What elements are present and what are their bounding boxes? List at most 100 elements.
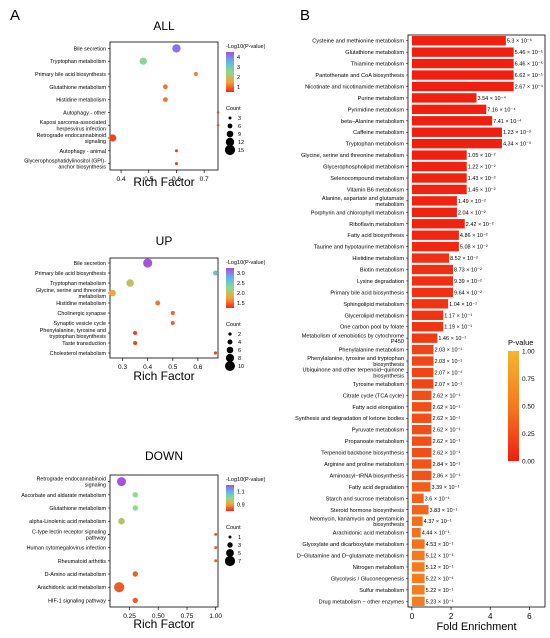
pathway-label: Starch and sucrose metabolism — [326, 496, 405, 502]
pvalue-label: 4.86 × 10⁻² — [460, 233, 488, 239]
x-tick-label: 0.7 — [200, 176, 209, 183]
pathway-label: Caffeine metabolism — [353, 130, 404, 136]
pathway-label: Nicotinate and nicotinamide metabolism — [305, 84, 404, 90]
plot-frame — [109, 41, 219, 171]
pathway-label: biosynthesis — [373, 522, 404, 528]
pvalue-label: 1.23 × 10⁻³ — [503, 130, 531, 136]
term-label: D-Amino acid metabolism — [45, 572, 107, 578]
size-legend-label: 1 — [238, 535, 241, 541]
term-label: herpesvirus infection — [57, 126, 106, 132]
pathway-label: Sphingolipid metabolism — [343, 302, 404, 308]
enrichment-bar — [411, 207, 457, 218]
term-label: Cholinergic synapse — [57, 311, 106, 317]
term-label: anchor biosynthesis — [58, 165, 106, 171]
term-dot — [126, 279, 134, 287]
pvalue-label: 2.03 × 10⁻¹ — [434, 359, 462, 365]
size-legend-label: 4 — [238, 340, 241, 346]
size-legend-title: Count — [226, 525, 241, 531]
term-dot — [174, 149, 178, 153]
enrichment-bar — [411, 459, 432, 469]
size-legend-label: 5 — [238, 551, 241, 557]
pvalue-label: 4.53 × 10⁻¹ — [426, 542, 454, 548]
term-label: Bile secretion — [74, 261, 106, 267]
pathway-label: Purine metabolism — [358, 96, 405, 102]
dot-plot-panels: ALL 0.4 0.5 0.6 0.7 Rich Factor Bile secretion… — [21, 19, 265, 631]
bar-plot-frame — [407, 34, 546, 608]
term-dot — [193, 71, 198, 77]
pathway-label: Neomycin, kanamycin and gentamicin — [310, 516, 404, 522]
size-legend-dot — [224, 144, 236, 156]
pvalue-label: 2.62 × 10⁻¹ — [432, 451, 460, 457]
pathway-label: Primary bile acid biosynthesis — [330, 290, 404, 296]
enrichment-bar — [411, 253, 450, 263]
size-legend-dot — [225, 137, 235, 147]
enrichment-bar — [411, 470, 432, 481]
pvalue-label: 7.41 × 10⁻⁴ — [493, 118, 522, 125]
term-label: Arachidonic acid metabolism — [37, 585, 106, 591]
pvalue-label: 1.17 × 10⁻¹ — [444, 313, 472, 319]
x-tick-label: 0.6 — [193, 364, 202, 371]
term-label: Ascorbate and aldarate metabolism — [21, 493, 106, 499]
size-legend-dot — [228, 535, 232, 539]
enrichment-bar — [411, 482, 431, 492]
enrichment-bar — [411, 70, 514, 80]
enrichment-bar — [411, 493, 424, 504]
term-dot — [109, 134, 117, 142]
x-tick-label: 6 — [527, 612, 532, 621]
pvalue-label: 2.62 × 10⁻¹ — [432, 416, 460, 422]
pvalue-label: 6.62 × 10⁻⁵ — [515, 72, 543, 79]
size-legend-title: Count — [226, 322, 241, 328]
term-label: signaling — [85, 139, 106, 145]
enrichment-bar — [411, 550, 425, 561]
pvalue-legend-tick: 0.00 — [522, 459, 535, 466]
enrichment-bar — [411, 367, 434, 378]
term-label: Retrograde endocannabinoid — [36, 477, 106, 483]
pvalue-label: 5.22 × 10⁻¹ — [426, 588, 454, 594]
size-legend-dot — [225, 361, 235, 371]
pvalue-label: 2.62 × 10⁻¹ — [432, 393, 460, 399]
pathway-label: Cysteine and methionine metabolism — [312, 39, 404, 45]
term-label: Cholesterol metabolism — [50, 351, 107, 357]
size-legend-label: 2 — [238, 332, 241, 338]
term-dot — [132, 597, 138, 604]
enrichment-bar — [411, 287, 454, 298]
enrichment-bar — [411, 436, 432, 446]
pathway-label: Glycine, serine and threonine metabolism — [301, 153, 404, 159]
term-dot — [214, 559, 218, 563]
pathway-label: Thiamine metabolism — [351, 62, 405, 68]
size-legend-label: 3 — [238, 116, 241, 122]
pvalue-label: 3.6 × 10⁻¹ — [425, 496, 450, 502]
term-label: C-type lectin receptor signaling — [32, 529, 106, 535]
pvalue-label: 5.22 × 10⁻¹ — [426, 576, 454, 582]
enrichment-bar — [411, 356, 434, 366]
pvalue-label: 2.86 × 10⁻¹ — [432, 473, 460, 479]
term-dot — [116, 477, 126, 487]
pathway-label: Steroid hormone biosynthesis — [330, 508, 404, 514]
term-dot — [109, 289, 116, 297]
pathway-label: Fatty acid degradation — [349, 485, 404, 491]
enrichment-bar — [411, 47, 514, 57]
pvalue-label: 3.39 × 10⁻¹ — [432, 485, 460, 491]
pathway-label: Propanoate metabolism — [345, 439, 404, 445]
term-dot — [143, 258, 153, 268]
pvalue-label: 5.08 × 10⁻² — [460, 245, 488, 251]
enrichment-bar — [411, 333, 438, 343]
pvalue-label: 2.07 × 10⁻¹ — [434, 382, 462, 388]
term-label: alpha-Linolenic acid metabolism — [29, 519, 106, 525]
enrichment-bar — [411, 264, 454, 275]
color-legend-tick: 3.0 — [237, 271, 245, 277]
pathway-label: Alanine, aspartate and glutamate — [322, 196, 404, 202]
enrichment-bar — [411, 276, 454, 286]
pathway-label: Pyruvate metabolism — [352, 428, 405, 434]
term-dot — [162, 84, 168, 90]
pathway-label: Riboflavin metabolism — [349, 222, 404, 228]
enrichment-bar — [411, 516, 423, 526]
enrichment-bar — [411, 93, 477, 103]
color-legend-tick: 2 — [237, 75, 240, 81]
color-legend-bar — [226, 52, 234, 92]
pvalue-label: 1.05 × 10⁻² — [468, 153, 496, 159]
x-axis-label: Rich Factor — [133, 617, 194, 631]
color-legend-tick: 2.5 — [237, 281, 245, 287]
term-label: Rheumatoid arthritis — [58, 559, 107, 565]
